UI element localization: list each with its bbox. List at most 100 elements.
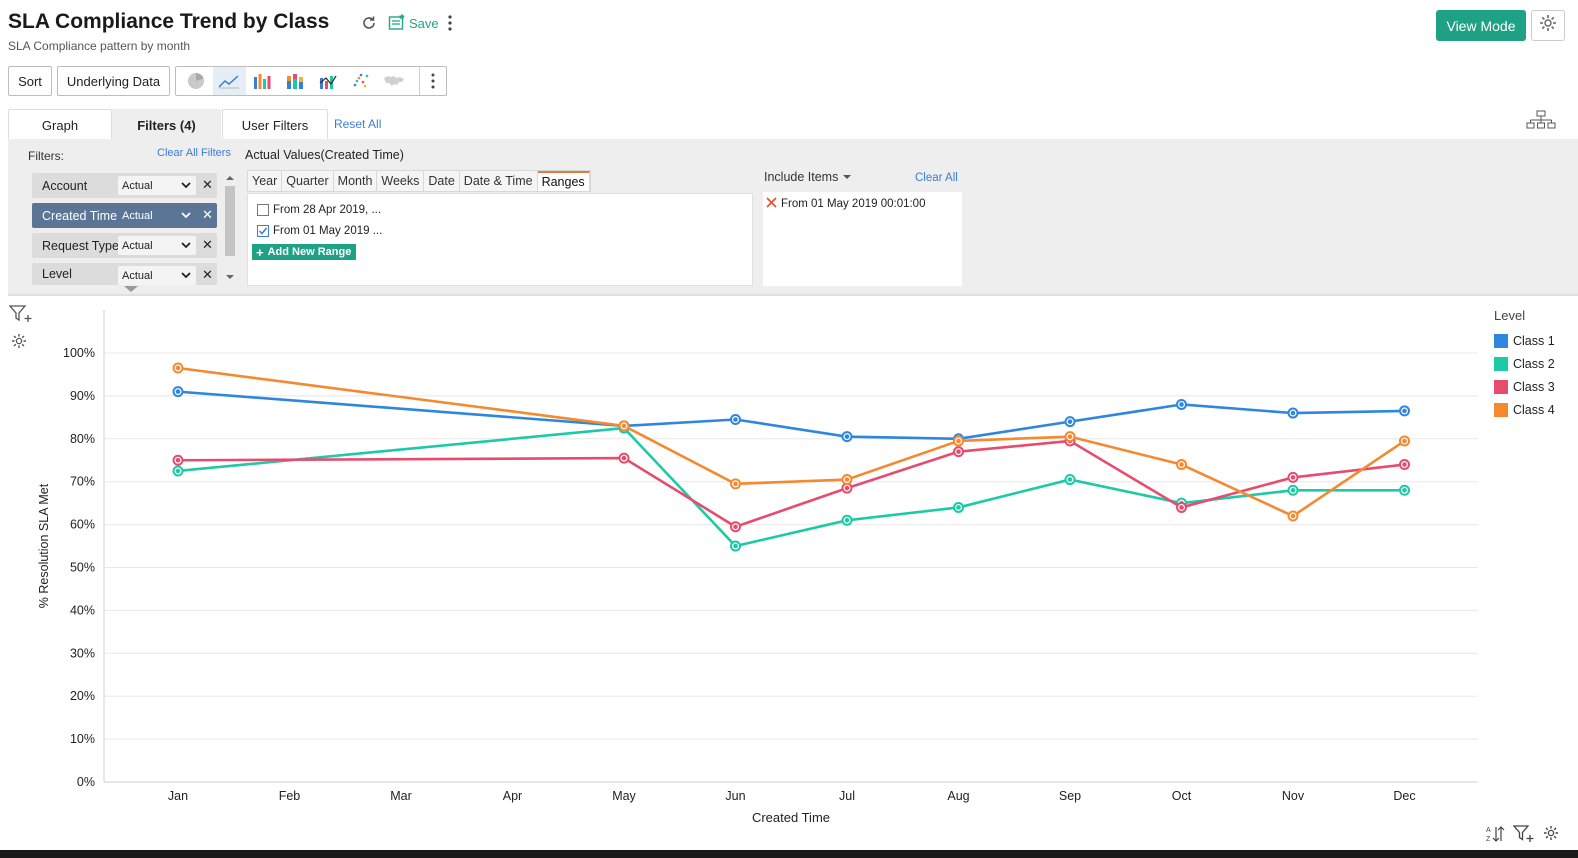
gran-tab-date-time[interactable]: Date & Time — [460, 171, 538, 191]
remove-filter-icon[interactable]: ✕ — [202, 267, 213, 282]
legend-item-class-4[interactable]: Class 4 — [1494, 398, 1555, 421]
legend-label: Class 4 — [1513, 402, 1555, 417]
y-tick-label: 0% — [77, 775, 95, 789]
series-line-class-1[interactable] — [177, 390, 1405, 441]
filter-mode-select[interactable]: Actual — [118, 266, 196, 285]
x-tick-label: Jul — [839, 789, 855, 803]
hierarchy-icon[interactable] — [1525, 110, 1557, 130]
data-point-core-class-1 — [1402, 408, 1407, 414]
y-axis-title: % Resolution SLA Met — [37, 483, 51, 608]
legend-swatch — [1494, 356, 1508, 371]
data-point-core-class-4 — [621, 423, 627, 429]
data-point-core-class-4 — [1067, 434, 1073, 439]
chart-types-more-icon[interactable] — [418, 67, 446, 95]
data-point-core-class-3 — [621, 455, 627, 461]
svg-text:Z: Z — [1486, 836, 1491, 843]
include-items-dropdown[interactable]: Include Items — [764, 170, 852, 184]
reset-all-link[interactable]: Reset All — [334, 117, 382, 131]
included-items-list: From 01 May 2019 00:01:00 — [763, 192, 962, 286]
x-axis-title: Created Time — [752, 810, 830, 825]
gran-tab-weeks[interactable]: Weeks — [377, 171, 425, 191]
chevron-down-icon — [180, 179, 192, 194]
add-filter-icon[interactable] — [1512, 824, 1535, 849]
data-point-core-class-1 — [733, 417, 738, 422]
data-point-core-class-3 — [1179, 505, 1184, 510]
filter-mode-select[interactable]: Actual — [118, 206, 196, 225]
map-chart-icon[interactable] — [378, 67, 411, 95]
filter-pill-request-type[interactable]: Request Type Actual ✕ — [32, 233, 217, 258]
clear-all-link[interactable]: Clear All — [915, 172, 958, 184]
x-tick-label: Dec — [1393, 789, 1415, 803]
y-tick-label: 20% — [70, 689, 95, 703]
gran-tab-month[interactable]: Month — [334, 171, 378, 191]
legend-title: Level — [1494, 308, 1526, 323]
filter-pill-level[interactable]: Level Actual ✕ — [32, 263, 217, 285]
gran-tab-year[interactable]: Year — [248, 171, 283, 191]
data-point-core-class-2 — [733, 543, 738, 549]
pie-chart-icon[interactable] — [180, 67, 213, 95]
remove-filter-icon[interactable]: ✕ — [202, 177, 213, 192]
view-mode-button[interactable]: View Mode — [1436, 10, 1526, 41]
scatter-chart-icon[interactable] — [345, 67, 378, 95]
tab-user-filters[interactable]: User Filters — [222, 109, 328, 141]
series-line-class-2[interactable] — [177, 426, 1405, 548]
combo-chart-icon[interactable] — [312, 67, 345, 95]
y-tick-label: 40% — [70, 603, 95, 617]
x-tick-label: Aug — [947, 789, 969, 803]
filter-mode-select[interactable]: Actual — [118, 236, 196, 255]
filter-mode-select[interactable]: Actual — [118, 176, 196, 195]
remove-item-icon[interactable] — [766, 197, 777, 211]
settings-button[interactable] — [1531, 10, 1565, 41]
legend-label: Class 2 — [1513, 356, 1555, 371]
filter-pill-account[interactable]: Account Actual ✕ — [32, 173, 217, 198]
gran-tab-quarter[interactable]: Quarter — [282, 171, 334, 191]
legend-item-class-1[interactable]: Class 1 — [1494, 329, 1555, 352]
gear-icon[interactable] — [1542, 824, 1560, 847]
gran-tab-date[interactable]: Date — [424, 171, 460, 191]
chart-type-selector — [175, 66, 447, 96]
bar-chart-icon[interactable] — [246, 67, 279, 95]
stacked-bar-icon[interactable] — [279, 67, 312, 95]
filter-mode-value: Actual — [122, 179, 153, 192]
line-chart[interactable]: 0% 10% 20% 30% 40% 50% 60% 70% 80% 90% 100% Jan Feb M… — [0, 300, 1490, 840]
legend-swatch — [1494, 333, 1508, 348]
caret-down-icon — [842, 175, 851, 179]
more-options-icon[interactable] — [443, 13, 457, 33]
legend-item-class-2[interactable]: Class 2 — [1494, 352, 1555, 375]
range-label: From 01 May 2019 ... — [273, 225, 383, 237]
chart-settings-icon[interactable] — [10, 332, 28, 355]
sort-button[interactable]: Sort — [8, 66, 52, 96]
y-tick-label: 30% — [70, 646, 95, 660]
page-title: SLA Compliance Trend by Class — [8, 10, 330, 33]
legend-swatch — [1494, 379, 1508, 394]
remove-filter-icon[interactable]: ✕ — [202, 207, 213, 222]
filters-scrollbar[interactable] — [222, 172, 238, 285]
range-checkbox[interactable] — [257, 204, 269, 216]
save-button[interactable]: Save — [388, 11, 439, 35]
data-point-core-class-4 — [1290, 513, 1296, 519]
legend-item-class-3[interactable]: Class 3 — [1494, 375, 1555, 398]
remove-filter-icon[interactable]: ✕ — [202, 237, 213, 252]
data-point-core-class-2 — [1402, 487, 1407, 493]
filter-mode-value: Actual — [122, 269, 153, 282]
refresh-icon[interactable] — [359, 13, 379, 33]
y-tick-label: 100% — [63, 346, 95, 360]
tab-graph[interactable]: Graph — [8, 109, 112, 141]
data-point-core-class-1 — [1179, 402, 1184, 407]
underlying-data-button[interactable]: Underlying Data — [57, 66, 170, 96]
range-option[interactable]: From 01 May 2019 ... — [257, 223, 382, 239]
series-line-class-4[interactable] — [177, 366, 1406, 518]
range-option[interactable]: From 28 Apr 2019, ... — [257, 202, 381, 218]
more-filters-caret-icon[interactable] — [122, 285, 140, 293]
line-chart-icon[interactable] — [212, 67, 246, 95]
add-filter-icon[interactable] — [8, 305, 33, 328]
included-item: From 01 May 2019 00:01:00 — [766, 197, 925, 211]
gran-tab-ranges[interactable]: Ranges — [537, 171, 590, 191]
range-checkbox-checked[interactable] — [257, 225, 269, 237]
filter-name: Created Time — [42, 208, 118, 223]
add-new-range-button[interactable]: + Add New Range — [252, 244, 357, 260]
filter-pill-created-time[interactable]: Created Time Actual ✕ — [32, 203, 217, 228]
clear-all-filters-link[interactable]: Clear All Filters — [157, 147, 231, 159]
tab-filters[interactable]: Filters (4) — [112, 109, 221, 141]
